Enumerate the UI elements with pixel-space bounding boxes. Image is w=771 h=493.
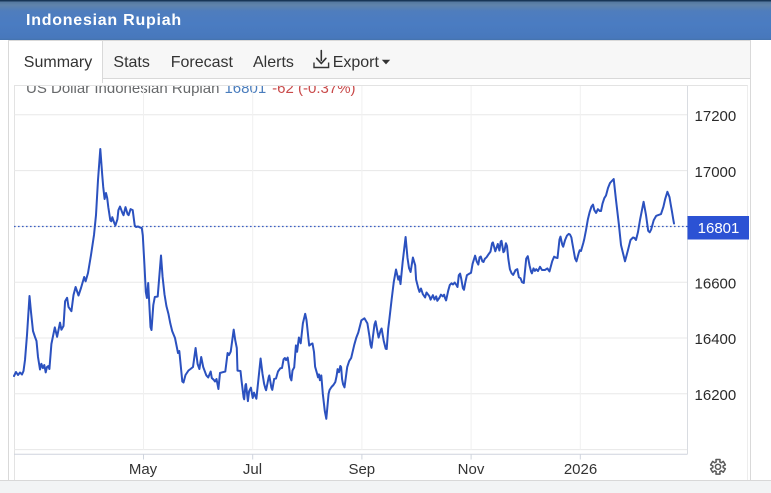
svg-text:16801: 16801 [698, 220, 740, 237]
svg-text:16400: 16400 [695, 331, 737, 348]
svg-text:2026: 2026 [564, 461, 597, 478]
svg-text:16200: 16200 [695, 387, 737, 404]
svg-text:16600: 16600 [695, 275, 737, 292]
svg-text:Sep: Sep [348, 461, 375, 478]
svg-text:May: May [129, 461, 158, 478]
svg-text:17200: 17200 [695, 108, 737, 125]
svg-text:Jul: Jul [243, 461, 262, 478]
svg-text:17000: 17000 [695, 164, 737, 181]
svg-text:Nov: Nov [458, 461, 485, 478]
